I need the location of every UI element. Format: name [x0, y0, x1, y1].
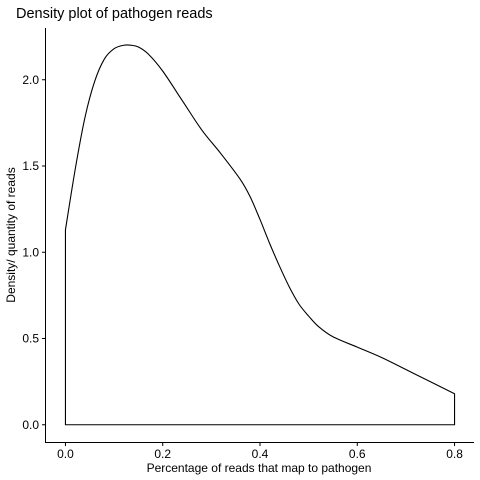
- x-tick-label: 0.0: [57, 447, 74, 461]
- y-axis-title: Density/ quantity of reads: [4, 167, 18, 302]
- y-tick-label: 1.0: [22, 245, 39, 259]
- y-tick-label: 2.0: [22, 73, 39, 87]
- chart-title: Density plot of pathogen reads: [16, 6, 213, 22]
- x-tick-label: 0.2: [154, 447, 171, 461]
- y-tick-label: 0.0: [22, 418, 39, 432]
- x-tick-label: 0.4: [252, 447, 269, 461]
- x-axis-ticks: 0.0 0.2 0.4 0.6 0.8: [57, 442, 463, 461]
- y-axis-ticks: 0.0 0.5 1.0 1.5 2.0: [22, 73, 46, 432]
- x-tick-label: 0.6: [349, 447, 366, 461]
- plot-area: [64, 44, 456, 426]
- y-tick-label: 1.5: [22, 159, 39, 173]
- x-tick-label: 0.8: [446, 447, 463, 461]
- y-tick-label: 0.5: [22, 332, 39, 346]
- density-curve: [64, 44, 456, 426]
- x-axis-title: Percentage of reads that map to pathogen: [147, 461, 372, 475]
